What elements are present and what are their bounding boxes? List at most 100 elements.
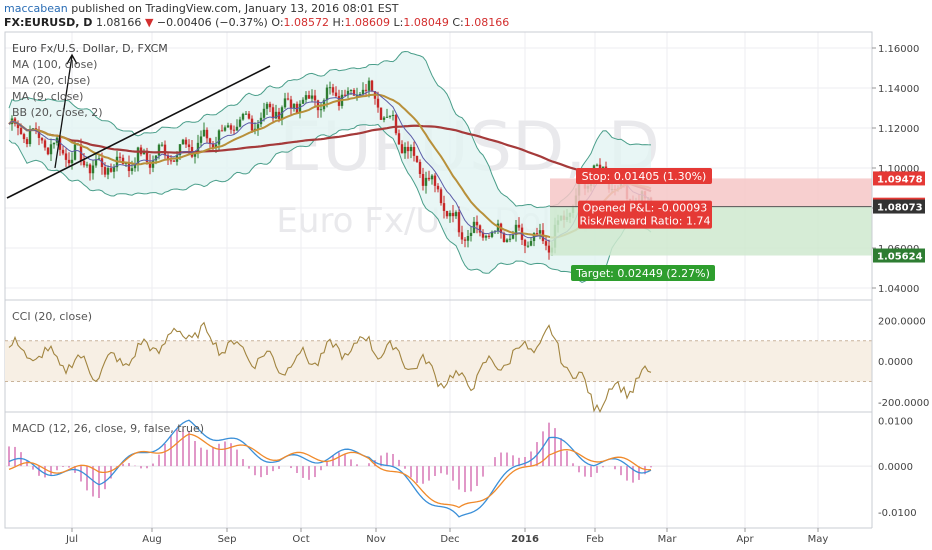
low-value: 1.08049	[403, 16, 449, 29]
candle-body	[523, 239, 527, 246]
time-tick-label: May	[808, 534, 829, 545]
candle-body	[274, 111, 278, 119]
candle-body	[514, 224, 518, 235]
candle-body	[400, 144, 404, 154]
candle-body	[157, 144, 161, 156]
pl-badge-bg	[578, 200, 712, 229]
candle-body	[460, 232, 464, 240]
candle-body	[163, 144, 167, 156]
candle-body	[517, 224, 521, 228]
candle-body	[103, 167, 107, 175]
candle-body	[145, 150, 149, 162]
candle-body	[244, 113, 248, 115]
high-value: 1.08609	[344, 16, 391, 29]
candle-body	[526, 245, 530, 247]
time-tick-label: Sep	[218, 534, 237, 545]
candle-body	[358, 94, 362, 96]
candle-body	[118, 156, 122, 158]
candle-body	[187, 144, 191, 148]
candle-body	[214, 144, 218, 149]
candle-body	[397, 133, 401, 145]
price-label: 1.08073	[877, 203, 923, 214]
candle-body	[235, 126, 239, 131]
macd-tick-label: 0.0100	[878, 416, 913, 427]
candle-body	[463, 239, 467, 241]
bollinger-lower-line	[8, 123, 652, 284]
arrow-head-icon	[66, 53, 78, 65]
candle-body	[484, 235, 488, 238]
price-change: −0.00406 (−0.37%)	[156, 16, 268, 29]
candle-body	[199, 136, 203, 143]
stop-badge-bg	[576, 168, 712, 184]
candle-body	[511, 234, 515, 239]
candle-body	[208, 138, 212, 144]
candle-body	[196, 142, 200, 152]
candle-body	[250, 118, 254, 131]
ma100-line	[8, 120, 652, 193]
candle-body	[241, 113, 245, 120]
cci-tick-label: 0.0000	[878, 357, 913, 368]
macd-tick-label: 0.0000	[878, 462, 913, 473]
candle-body	[64, 153, 68, 160]
candle-body	[466, 235, 470, 241]
candle-body	[334, 92, 338, 97]
candle-body	[298, 103, 302, 113]
open-value: 1.08572	[283, 16, 330, 29]
trend-line-drawing	[6, 65, 271, 199]
time-tick-label: Nov	[366, 534, 386, 545]
cci-tick-label: 200.0000	[878, 316, 926, 327]
candle-body	[409, 146, 413, 152]
candle-body	[61, 149, 65, 154]
candle-body	[172, 160, 176, 162]
candle-body	[217, 130, 221, 145]
candle-body	[265, 103, 269, 109]
candle-body	[97, 158, 101, 160]
author-link[interactable]: maccabean	[4, 2, 68, 15]
candle-body	[304, 95, 308, 100]
price-label-bg	[873, 248, 925, 263]
ma20-line	[8, 93, 652, 239]
target-badge: Target: 0.02449 (2.27%)	[575, 267, 710, 280]
candle-body	[331, 87, 335, 93]
price-tick-label: 1.10000	[878, 164, 919, 175]
price-label: 1.05624	[877, 252, 923, 263]
price-axis-bg	[872, 32, 932, 550]
candle-body	[412, 146, 416, 156]
candle-body	[451, 212, 455, 217]
candle-body	[421, 173, 425, 186]
last-price: 1.08166	[95, 16, 142, 29]
publish-line: maccabean published on TradingView.com, …	[4, 2, 398, 15]
candle-body	[346, 90, 350, 96]
candle-body	[430, 175, 434, 180]
time-tick-label: Jul	[65, 534, 78, 545]
time-tick-label: Aug	[142, 534, 162, 545]
legend-cci: CCI (20, close)	[12, 310, 92, 323]
candle-body	[256, 124, 260, 129]
candle-body	[454, 212, 458, 217]
bollinger-upper-line	[8, 50, 652, 209]
candle-body	[439, 189, 443, 204]
candle-body	[301, 99, 305, 104]
price-tick-label: 1.12000	[878, 124, 919, 135]
candle-body	[226, 125, 230, 128]
candle-body	[310, 95, 314, 99]
legend-ma20: MA (20, close)	[12, 74, 90, 87]
candle-body	[595, 164, 599, 166]
candle-body	[295, 103, 299, 113]
candle-body	[169, 160, 173, 162]
candle-body	[487, 235, 491, 237]
time-tick-label: Mar	[658, 534, 678, 545]
candle-body	[127, 162, 131, 172]
candle-body	[601, 166, 605, 169]
price-tick-label: 1.14000	[878, 84, 919, 95]
candle-body	[220, 130, 224, 132]
price-label-bg	[873, 171, 925, 186]
candle-body	[424, 177, 428, 186]
cci-tick-label: -200.0000	[878, 398, 929, 409]
candle-body	[133, 164, 137, 169]
candle-body	[436, 185, 440, 190]
candle-body	[349, 89, 353, 91]
candle-body	[67, 159, 71, 164]
legend-macd: MACD (12, 26, close, 9, false, true)	[12, 422, 204, 435]
